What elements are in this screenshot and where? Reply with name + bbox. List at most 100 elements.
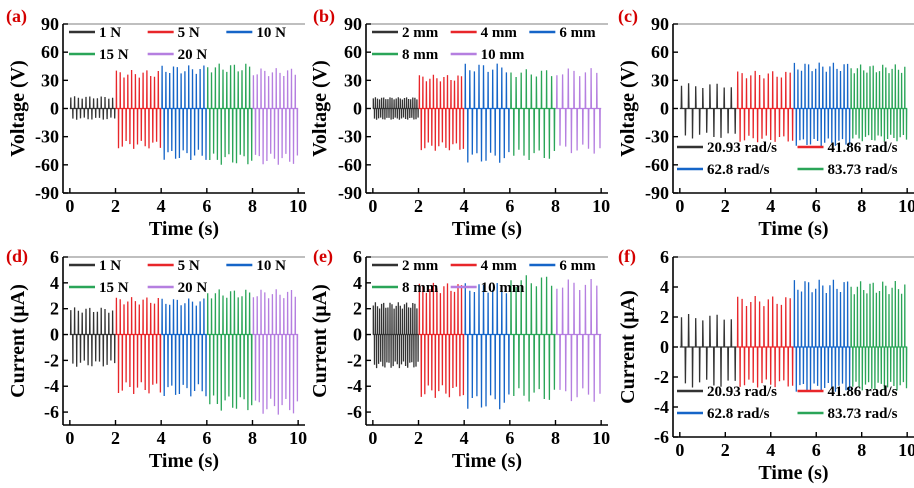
x-axis-label: Time (s): [758, 462, 828, 484]
x-tick-label: 0: [675, 196, 684, 216]
y-tick-label: 0: [50, 99, 59, 119]
x-tick-label: 4: [460, 428, 469, 448]
y-tick-label: -60: [338, 155, 362, 175]
legend-label: 10 N: [256, 25, 286, 41]
x-tick-label: 8: [248, 428, 257, 448]
y-tick-label: 30: [41, 70, 59, 90]
y-tick-label: 4: [353, 273, 362, 293]
panel-f: 0 2 4 6 8 10 6 4 2 0 -2 -4 -6 Time (s) Current (μA) (f)…: [617, 246, 914, 484]
y-tick-label: 2: [353, 299, 362, 319]
x-tick-label: 4: [460, 196, 469, 216]
series-line-a-2: [161, 65, 207, 161]
y-axis-label: Current (μA): [617, 290, 639, 404]
x-axis-label: Time (s): [149, 218, 219, 240]
x-tick-label: 10: [592, 196, 610, 216]
y-tick-label: 0: [353, 99, 362, 119]
y-tick-label: 6: [50, 247, 59, 267]
legend-label: 6 mm: [559, 25, 596, 41]
y-tick-label: -30: [338, 127, 362, 147]
legend: 1 N 5 N 10 N 15 N 20 N: [69, 258, 286, 296]
y-axis-label: Voltage (V): [7, 60, 29, 156]
y-tick-label: -90: [35, 183, 59, 203]
x-tick-label: 6: [505, 196, 514, 216]
x-tick-label: 10: [898, 440, 914, 460]
y-tick-label: -30: [35, 127, 59, 147]
y-tick-label: -2: [44, 350, 59, 370]
x-tick-label: 2: [414, 428, 423, 448]
panel-tag: (e): [313, 246, 333, 267]
panel-tag: (f): [618, 246, 636, 267]
y-tick-label: 0: [353, 325, 362, 345]
legend-label: 8 mm: [402, 47, 439, 63]
y-tick-label: -60: [35, 155, 59, 175]
x-tick-label: 6: [202, 196, 211, 216]
y-axis-label: Current (μA): [7, 284, 29, 398]
series-line-c-2: [793, 62, 851, 147]
y-tick-label: -90: [645, 183, 669, 203]
y-tick-label: 2: [50, 299, 59, 319]
legend-label: 41.86 rad/s: [828, 384, 898, 400]
x-tick-label: 8: [248, 196, 257, 216]
series-line-f-0: [679, 313, 737, 388]
legend-label: 10 mm: [481, 47, 525, 63]
y-tick-label: 90: [344, 14, 362, 34]
panel-c: 0 2 4 6 8 10 90 60 30 0 -30 -60 -90 Time (s) Voltage (…: [617, 6, 914, 240]
x-tick-label: 2: [111, 196, 120, 216]
series-line-d-2: [161, 298, 207, 397]
series-line-d-3: [206, 289, 253, 411]
x-tick-label: 6: [505, 428, 514, 448]
panel-tag: (d): [6, 246, 28, 267]
y-tick-label: -2: [347, 350, 362, 370]
legend: 20.93 rad/s 41.86 rad/s 62.8 rad/s 83.73 ra…: [677, 140, 898, 178]
x-tick-label: 2: [721, 440, 730, 460]
y-tick-label: 6: [660, 247, 669, 267]
legend-label: 83.73 rad/s: [828, 406, 898, 422]
x-tick-label: 8: [857, 196, 866, 216]
legend-label: 83.73 rad/s: [828, 162, 898, 178]
y-tick-label: 90: [41, 14, 59, 34]
series-line-f-1: [736, 295, 794, 388]
x-tick-label: 10: [289, 196, 307, 216]
legend: 1 N 5 N 10 N 15 N 20 N: [69, 25, 286, 63]
x-tick-label: 4: [766, 196, 775, 216]
legend-label: 4 mm: [481, 258, 518, 274]
legend-label: 41.86 rad/s: [828, 140, 898, 156]
legend-label: 20 N: [178, 280, 208, 296]
panel-b: 0 2 4 6 8 10 90 60 30 0 -30 -60 -90 Time (s) Voltage (…: [309, 6, 610, 240]
legend-label: 10 mm: [481, 280, 525, 296]
series-line-b-2: [464, 63, 510, 163]
x-tick-label: 10: [898, 196, 914, 216]
x-tick-label: 0: [368, 196, 377, 216]
y-tick-label: 60: [651, 42, 669, 62]
panel-tag: (c): [618, 6, 638, 27]
x-tick-label: 2: [414, 196, 423, 216]
y-tick-label: 4: [50, 273, 59, 293]
y-tick-label: 30: [651, 70, 669, 90]
y-tick-label: 60: [41, 42, 59, 62]
x-axis-label: Time (s): [452, 218, 522, 240]
legend-label: 10 N: [256, 258, 286, 274]
series-line-b-1: [418, 74, 465, 151]
y-axis-label: Current (μA): [309, 284, 331, 398]
y-tick-label: 0: [660, 337, 669, 357]
series-line-e-2: [464, 282, 510, 410]
series-line-a-4: [252, 68, 299, 165]
y-tick-label: 6: [353, 247, 362, 267]
series-line-b-3: [509, 69, 556, 161]
legend-label: 20 N: [178, 47, 208, 63]
series-line-a-1: [115, 69, 162, 149]
legend-label: 62.8 rad/s: [707, 162, 770, 178]
legend-label: 1 N: [99, 258, 121, 274]
y-tick-label: 30: [344, 70, 362, 90]
series-line-a-0: [69, 96, 116, 120]
y-axis-label: Voltage (V): [617, 60, 639, 156]
x-axis-label: Time (s): [149, 450, 219, 472]
x-tick-label: 4: [766, 440, 775, 460]
legend-label: 4 mm: [481, 25, 518, 41]
x-tick-label: 8: [857, 440, 866, 460]
panel-tag: (a): [6, 6, 27, 27]
x-tick-label: 0: [675, 440, 684, 460]
x-tick-label: 4: [157, 196, 166, 216]
y-tick-label: -2: [654, 367, 669, 387]
